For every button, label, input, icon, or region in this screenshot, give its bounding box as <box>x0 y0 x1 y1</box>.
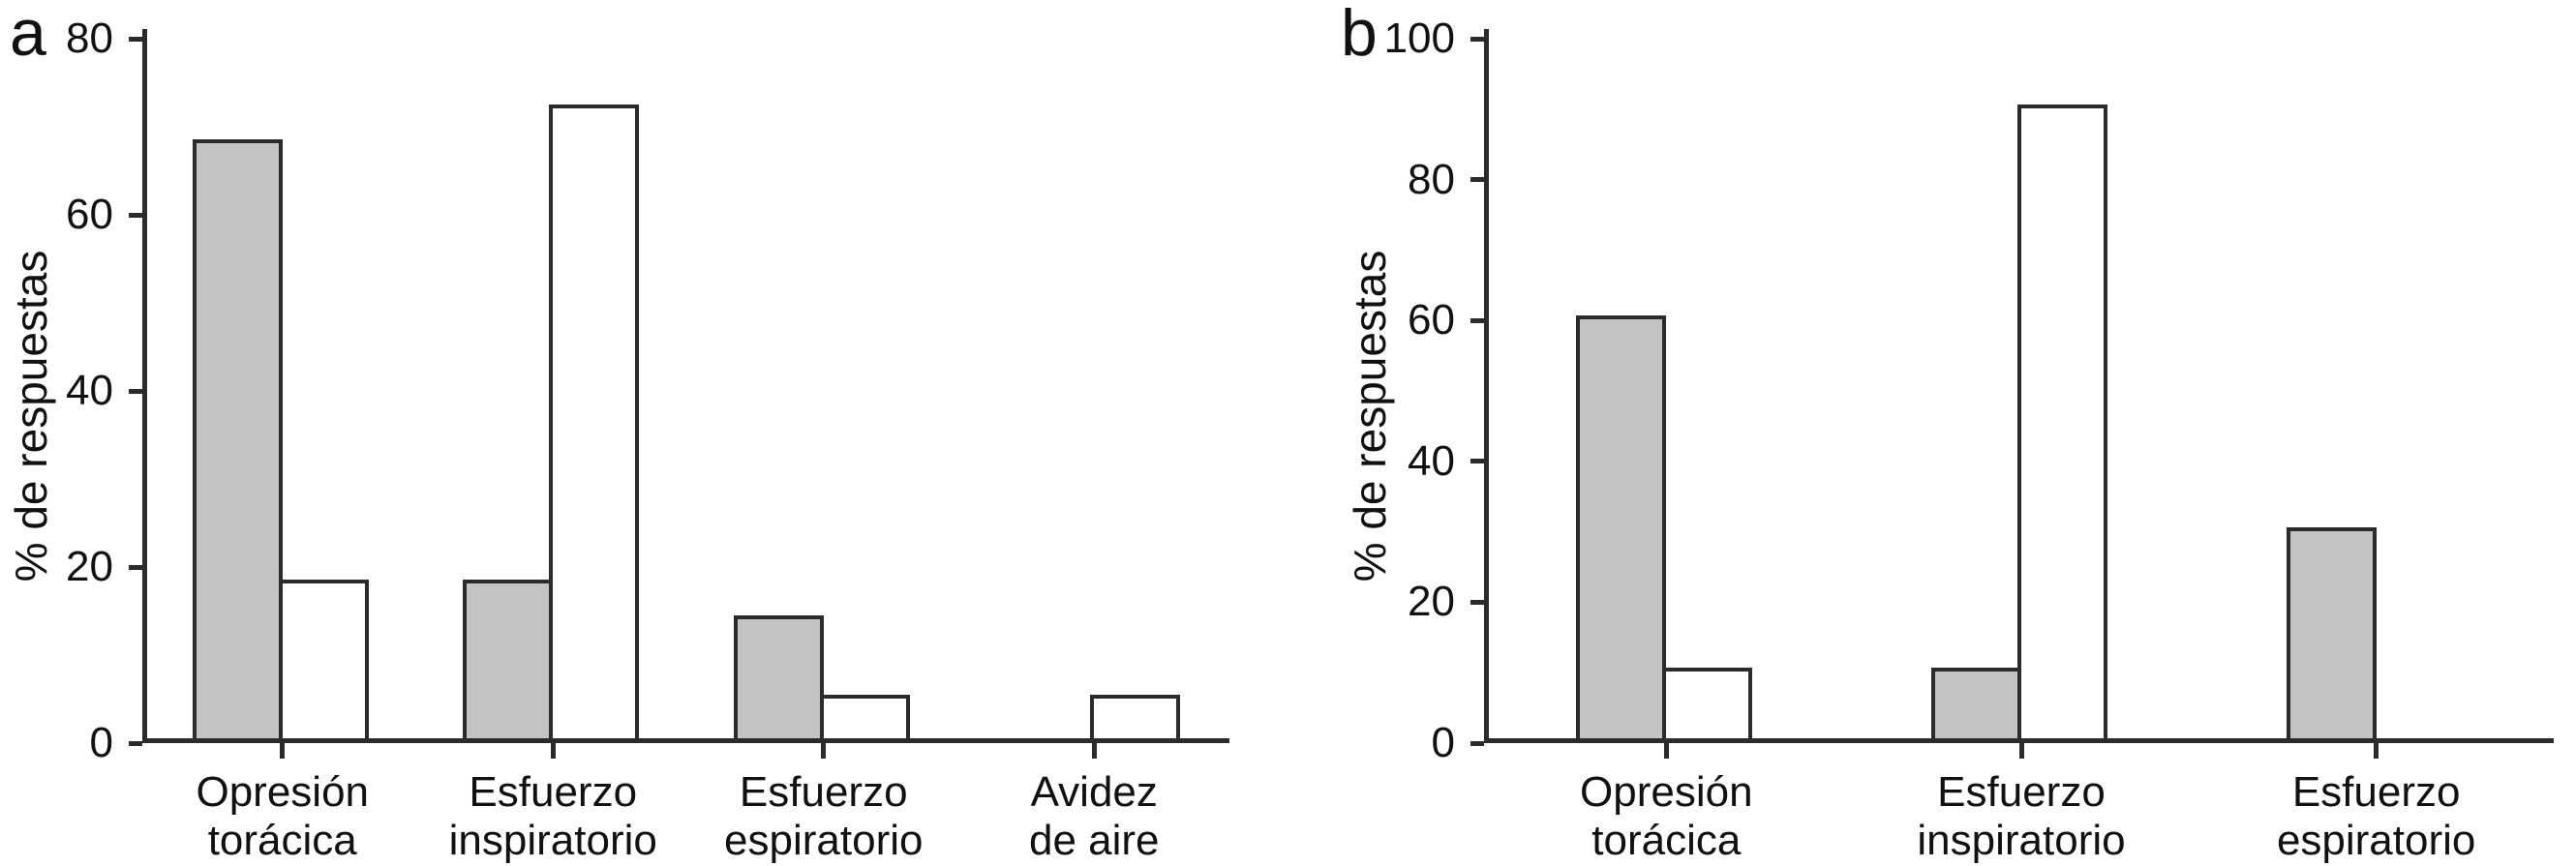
panel-a-letter: a <box>10 0 46 70</box>
serie-blanca-bar <box>1662 668 1753 738</box>
bar-group <box>2286 526 2467 738</box>
bar-group <box>1931 104 2111 738</box>
serie-gris-slot <box>1931 668 2021 738</box>
serie-gris-slot <box>733 614 824 738</box>
serie-blanca-bar <box>819 694 910 738</box>
y-axis-tick <box>129 564 142 570</box>
serie-blanca-slot <box>1662 668 1753 738</box>
bar-group <box>463 104 643 738</box>
y-axis-tick <box>1470 36 1484 42</box>
y-axis-tick-label: 80 <box>66 15 113 62</box>
serie-blanca-bar <box>549 104 640 738</box>
y-axis-tick <box>1470 740 1484 746</box>
x-axis-tick <box>2374 743 2379 759</box>
y-axis-tick <box>129 36 142 42</box>
y-axis-tick <box>129 212 142 218</box>
serie-blanca-slot <box>278 580 369 738</box>
x-axis-tick <box>1663 743 1669 759</box>
y-axis-tick <box>129 388 142 394</box>
panel-a: a % de respuestas 0 20 40 60 80 Opresión torá… <box>6 0 1229 864</box>
category-label: Opresión torácica <box>1580 768 1753 864</box>
serie-gris-bar <box>733 614 824 738</box>
serie-blanca-slot <box>2017 104 2107 738</box>
serie-gris-bar <box>192 139 283 738</box>
category-label: Esfuerzo inspiratorio <box>1917 768 2126 864</box>
x-axis-line <box>142 738 1229 743</box>
bar-group <box>733 614 914 738</box>
panel-b-plot-area: 0 20 40 60 80 100 Opresión torácica Esfuerzo in… <box>1384 17 2554 864</box>
x-axis-tick <box>1091 743 1097 759</box>
category-label: Esfuerzo espiratorio <box>2276 768 2476 864</box>
y-axis-tick-label: 60 <box>66 191 113 238</box>
y-axis-tick-label: 20 <box>66 543 113 590</box>
y-axis-tick-label: 20 <box>1408 578 1455 626</box>
y-axis-tick <box>1470 317 1484 323</box>
bar-group <box>1004 694 1184 738</box>
serie-gris-bar <box>2286 526 2377 738</box>
bar-group <box>1576 315 1756 738</box>
panel-b: b % de respuestas 0 20 40 60 80 100 Opresión t… <box>1288 0 2576 866</box>
serie-gris-slot <box>192 139 283 738</box>
serie-blanca-slot <box>819 694 910 738</box>
panel-b-letter: b <box>1341 0 1378 70</box>
y-axis-tick-label: 0 <box>1431 719 1455 766</box>
y-axis-tick-label: 0 <box>89 719 113 766</box>
serie-gris-slot <box>1576 315 1667 738</box>
serie-gris-bar <box>1931 668 2021 738</box>
serie-gris-slot <box>2286 526 2377 738</box>
category-label: Opresión torácica <box>196 768 370 864</box>
x-axis-tick <box>280 743 286 759</box>
y-axis-tick-label: 80 <box>1408 155 1455 203</box>
y-axis-tick-label: 40 <box>66 367 113 414</box>
serie-blanca-slot <box>1090 694 1181 738</box>
x-axis-tick <box>2018 743 2024 759</box>
category-label: Avidez de aire <box>1028 768 1160 864</box>
bar-group <box>192 139 373 738</box>
panel-a-y-axis-label: % de respuestas <box>6 250 56 582</box>
y-axis-tick-label: 60 <box>1408 296 1455 344</box>
serie-gris-bar <box>463 580 554 738</box>
serie-blanca-bar <box>278 580 369 738</box>
x-axis-line <box>1484 738 2554 743</box>
y-axis-tick <box>129 740 142 746</box>
category-label: Esfuerzo inspiratorio <box>448 768 657 864</box>
y-axis-tick <box>1470 177 1484 183</box>
panel-a-plot-area: 0 20 40 60 80 Opresión torácica Esfuerzo inspi… <box>66 17 1229 864</box>
serie-gris-bar <box>1576 315 1667 738</box>
y-axis-tick-label: 40 <box>1408 436 1455 485</box>
x-axis-tick <box>821 743 827 759</box>
serie-gris-slot <box>463 580 554 738</box>
serie-blanca-bar <box>2017 104 2107 738</box>
serie-blanca-bar <box>1090 694 1181 738</box>
y-axis-tick-label: 100 <box>1383 15 1455 62</box>
x-axis-tick <box>550 743 556 759</box>
category-label: Esfuerzo espiratorio <box>724 768 924 864</box>
y-axis-line <box>142 29 147 743</box>
y-axis-tick <box>1470 459 1484 464</box>
y-axis-line <box>1484 29 1489 743</box>
serie-blanca-slot <box>549 104 640 738</box>
y-axis-tick <box>1470 599 1484 605</box>
